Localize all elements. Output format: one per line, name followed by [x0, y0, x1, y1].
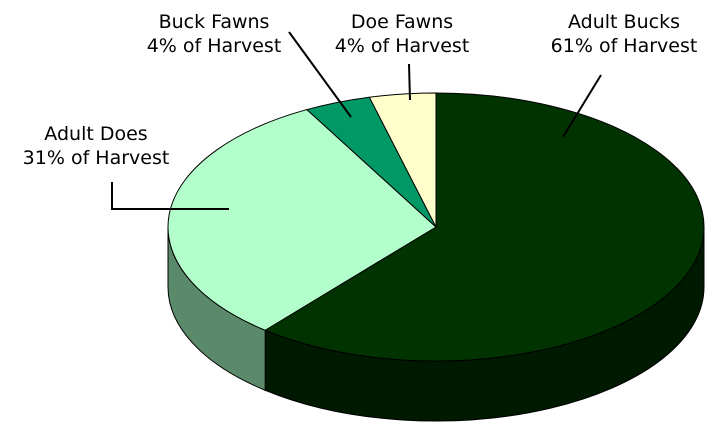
leader-line-buck-fawns [288, 31, 352, 118]
slice-label-adult-bucks: Adult Bucks 61% of Harvest [551, 11, 698, 57]
slice-name-adult-does: Adult Does [44, 123, 147, 145]
pie-slice-adult-does [167, 109, 437, 331]
slice-value-adult-does: 31% of Harvest [23, 147, 170, 169]
slice-label-buck-fawns: Buck Fawns 4% of Harvest [147, 11, 282, 57]
pie-slice-adult-bucks [264, 92, 705, 362]
slice-label-adult-does: Adult Does 31% of Harvest [23, 123, 170, 169]
pie-labels: Adult Bucks 61% of Harvest Adult Does 31% o… [23, 11, 698, 210]
pie-top-faces [167, 92, 705, 362]
slice-label-doe-fawns: Doe Fawns 4% of Harvest [335, 11, 470, 57]
slice-name-buck-fawns: Buck Fawns [159, 11, 270, 33]
slice-name-doe-fawns: Doe Fawns [351, 11, 453, 33]
leader-line-doe-fawns [408, 63, 411, 101]
leader-line-adult-bucks [562, 74, 602, 138]
slice-value-buck-fawns: 4% of Harvest [147, 35, 282, 57]
slice-value-adult-bucks: 61% of Harvest [551, 35, 698, 57]
leader-line-adult-does [111, 182, 229, 210]
pie-slice-doe-fawns [368, 92, 437, 228]
slice-name-adult-bucks: Adult Bucks [568, 11, 680, 33]
slice-value-doe-fawns: 4% of Harvest [335, 35, 470, 57]
